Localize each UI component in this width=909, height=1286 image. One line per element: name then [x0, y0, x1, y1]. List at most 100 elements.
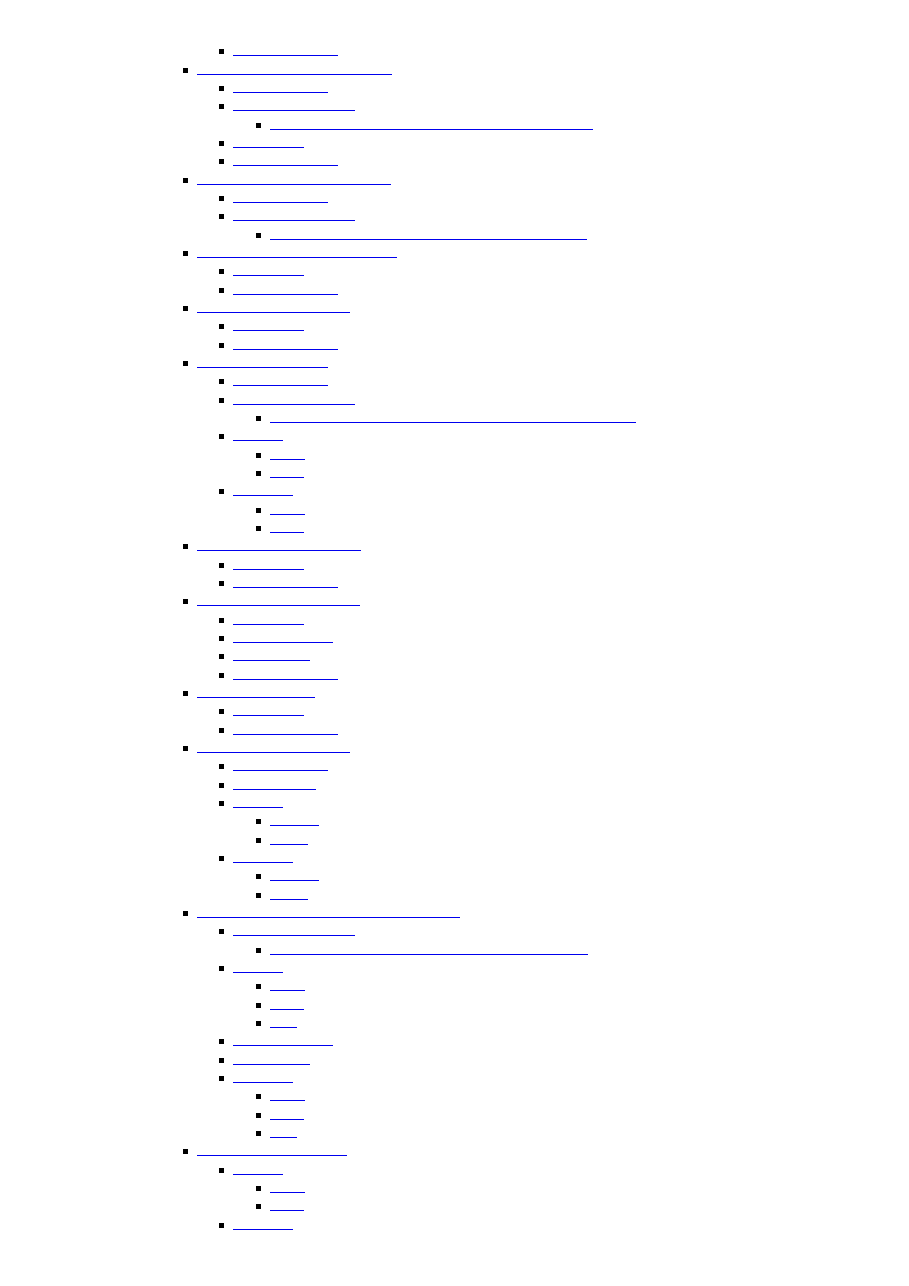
- list-bullet: [219, 398, 224, 403]
- list-link[interactable]: [233, 1082, 293, 1083]
- list-bullet: [219, 288, 224, 293]
- list-bullet: [183, 178, 188, 183]
- list-bullet: [256, 508, 261, 513]
- list-bullet: [219, 764, 224, 769]
- list-link[interactable]: [270, 129, 593, 130]
- list-link[interactable]: [270, 1100, 305, 1101]
- list-link[interactable]: [197, 697, 315, 698]
- list-link[interactable]: [270, 459, 305, 460]
- list-link[interactable]: [233, 1045, 333, 1046]
- list-link[interactable]: [233, 275, 304, 276]
- list-link[interactable]: [197, 1155, 347, 1156]
- list-bullet: [219, 673, 224, 678]
- list-link[interactable]: [233, 972, 283, 973]
- list-bullet: [219, 856, 224, 861]
- list-link[interactable]: [233, 569, 304, 570]
- list-link[interactable]: [270, 477, 304, 478]
- list-bullet: [183, 911, 188, 916]
- list-link[interactable]: [270, 532, 304, 533]
- list-bullet: [219, 563, 224, 568]
- list-link[interactable]: [233, 624, 304, 625]
- list-link[interactable]: [233, 147, 304, 148]
- list-link[interactable]: [233, 294, 338, 295]
- list-link[interactable]: [233, 660, 310, 661]
- list-link[interactable]: [233, 495, 293, 496]
- list-link[interactable]: [233, 330, 304, 331]
- list-link[interactable]: [197, 917, 460, 918]
- list-link[interactable]: [197, 367, 328, 368]
- list-link[interactable]: [233, 404, 355, 405]
- list-bullet: [256, 984, 261, 989]
- list-link[interactable]: [233, 587, 338, 588]
- list-bullet: [219, 324, 224, 329]
- list-link[interactable]: [233, 1064, 310, 1065]
- list-link[interactable]: [270, 1119, 304, 1120]
- list-link[interactable]: [233, 789, 316, 790]
- list-link[interactable]: [233, 679, 338, 680]
- list-bullet: [256, 1186, 261, 1191]
- list-bullet: [256, 453, 261, 458]
- list-link[interactable]: [233, 642, 333, 643]
- list-link[interactable]: [270, 514, 305, 515]
- list-bullet: [256, 893, 261, 898]
- list-link[interactable]: [233, 715, 304, 716]
- list-bullet: [256, 416, 261, 421]
- list-link[interactable]: [270, 1210, 304, 1211]
- list-link[interactable]: [270, 954, 588, 955]
- list-bullet: [256, 1094, 261, 1099]
- list-bullet: [256, 948, 261, 953]
- list-link[interactable]: [197, 312, 350, 313]
- list-bullet: [219, 966, 224, 971]
- list-link[interactable]: [270, 844, 308, 845]
- list-link[interactable]: [197, 74, 392, 75]
- list-link[interactable]: [233, 807, 283, 808]
- list-link[interactable]: [270, 1137, 297, 1138]
- list-bullet: [219, 379, 224, 384]
- list-link[interactable]: [270, 880, 319, 881]
- list-link[interactable]: [233, 1229, 293, 1230]
- list-bullet: [256, 1003, 261, 1008]
- list-bullet: [219, 1168, 224, 1173]
- list-bullet: [183, 361, 188, 366]
- list-link[interactable]: [233, 734, 338, 735]
- list-link[interactable]: [233, 385, 328, 386]
- list-bullet: [219, 783, 224, 788]
- list-link[interactable]: [270, 422, 636, 423]
- list-link[interactable]: [197, 752, 350, 753]
- list-link[interactable]: [233, 1174, 283, 1175]
- list-bullet: [183, 251, 188, 256]
- list-link[interactable]: [233, 55, 338, 56]
- list-bullet: [183, 306, 188, 311]
- list-link[interactable]: [270, 990, 305, 991]
- list-link[interactable]: [270, 1009, 304, 1010]
- list-bullet: [183, 544, 188, 549]
- list-link[interactable]: [233, 935, 355, 936]
- list-link[interactable]: [233, 440, 283, 441]
- list-link[interactable]: [270, 1027, 297, 1028]
- list-link[interactable]: [233, 202, 328, 203]
- list-link[interactable]: [233, 165, 338, 166]
- list-link[interactable]: [197, 550, 361, 551]
- list-link[interactable]: [197, 184, 391, 185]
- list-link[interactable]: [233, 349, 338, 350]
- list-bullet: [219, 1223, 224, 1228]
- list-link[interactable]: [270, 825, 319, 826]
- list-link[interactable]: [197, 257, 397, 258]
- list-link[interactable]: [270, 239, 587, 240]
- list-bullet: [219, 104, 224, 109]
- list-bullet: [183, 746, 188, 751]
- list-link[interactable]: [233, 220, 355, 221]
- list-link[interactable]: [233, 92, 328, 93]
- list-link[interactable]: [197, 605, 360, 606]
- list-bullet: [219, 214, 224, 219]
- list-link[interactable]: [233, 110, 355, 111]
- list-link[interactable]: [270, 1192, 305, 1193]
- list-bullet: [256, 819, 261, 824]
- list-link[interactable]: [233, 770, 328, 771]
- list-link[interactable]: [233, 862, 293, 863]
- list-bullet: [219, 343, 224, 348]
- list-bullet: [256, 233, 261, 238]
- list-bullet: [219, 434, 224, 439]
- list-link[interactable]: [270, 899, 308, 900]
